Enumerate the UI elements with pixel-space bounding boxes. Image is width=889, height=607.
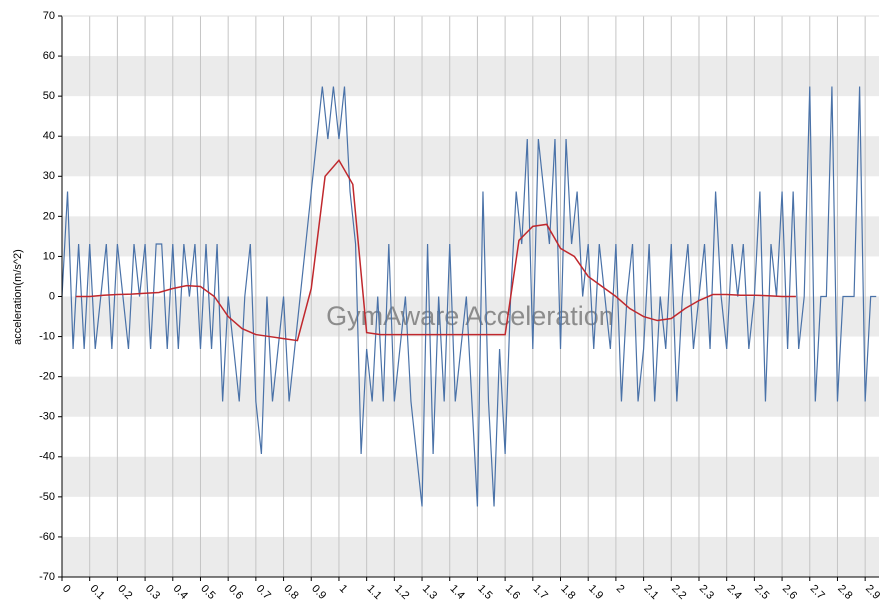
y-tick-label: 20	[43, 210, 55, 222]
y-tick-label: 60	[43, 50, 55, 62]
y-tick-label: -10	[39, 330, 55, 342]
y-tick-label: -60	[39, 531, 55, 543]
lines	[61, 86, 877, 507]
y-tick-label: 50	[43, 90, 55, 102]
band	[62, 56, 879, 97]
y-tick-label: -20	[39, 371, 55, 383]
y-tick-label: -50	[39, 491, 55, 503]
series-line	[61, 86, 877, 507]
band	[62, 456, 879, 497]
y-tick-label: 40	[43, 130, 55, 142]
y-tick-label: 10	[43, 250, 55, 262]
y-tick-label: -70	[39, 571, 55, 583]
y-tick-label: -30	[39, 411, 55, 423]
y-tick-label: 0	[49, 290, 55, 302]
band	[62, 536, 879, 577]
y-axis-label: acceleration(m/s^2)	[12, 249, 24, 345]
watermark: GymAware Acceleration	[326, 301, 614, 331]
y-tick-label: -40	[39, 451, 55, 463]
y-tick-label: 70	[43, 10, 55, 22]
y-tick-label: 30	[43, 170, 55, 182]
band	[62, 136, 879, 177]
series-line	[75, 158, 796, 342]
